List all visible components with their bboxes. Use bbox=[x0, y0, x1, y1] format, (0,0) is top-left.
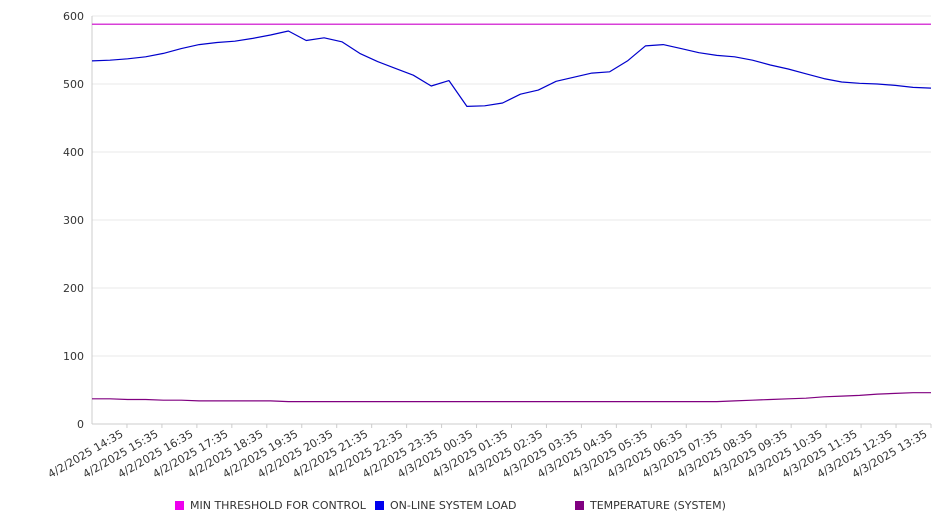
legend-item-temperature[interactable]: TEMPERATURE (SYSTEM) bbox=[575, 496, 726, 514]
y-tick-label: 500 bbox=[63, 78, 84, 91]
legend: MIN THRESHOLD FOR CONTROL ON-LINE SYSTEM… bbox=[0, 496, 946, 516]
y-tick-label: 600 bbox=[63, 10, 84, 23]
legend-swatch-system-load bbox=[375, 500, 384, 510]
series-line-system-load bbox=[91, 30, 932, 108]
legend-swatch-min-threshold bbox=[175, 500, 184, 510]
y-tick-label: 400 bbox=[63, 146, 84, 159]
axes bbox=[91, 16, 932, 428]
legend-item-system-load[interactable]: ON-LINE SYSTEM LOAD bbox=[375, 496, 516, 514]
x-tick-labels: 4/2/2025 14:354/2/2025 15:354/2/2025 16:… bbox=[46, 427, 930, 481]
legend-item-min-threshold[interactable]: MIN THRESHOLD FOR CONTROL bbox=[175, 496, 366, 514]
y-tick-label: 200 bbox=[63, 282, 84, 295]
y-tick-labels: 0 100 200 300 400 500 600 bbox=[63, 10, 84, 431]
legend-label-min-threshold: MIN THRESHOLD FOR CONTROL bbox=[190, 498, 366, 512]
y-tick-label: 300 bbox=[63, 214, 84, 227]
series-lines bbox=[91, 23, 932, 403]
y-tick-label: 100 bbox=[63, 350, 84, 363]
legend-label-temperature: TEMPERATURE (SYSTEM) bbox=[590, 498, 726, 512]
series-line-temperature bbox=[92, 392, 931, 403]
legend-label-system-load: ON-LINE SYSTEM LOAD bbox=[390, 498, 517, 512]
y-tick-label: 0 bbox=[77, 418, 84, 431]
gridlines bbox=[92, 15, 931, 357]
legend-swatch-temperature bbox=[575, 500, 584, 510]
